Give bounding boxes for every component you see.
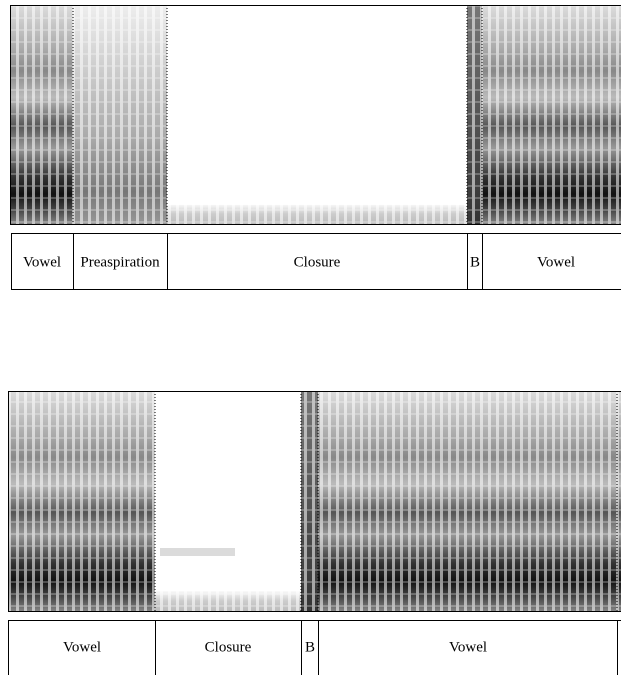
tier-2: Vowel Closure B Vowel xyxy=(8,620,621,675)
spectrogram-2 xyxy=(8,391,621,612)
segment-label: B xyxy=(470,254,480,270)
spectrogram-1 xyxy=(10,5,621,225)
segment-label: B xyxy=(305,639,315,655)
segment-label: Vowel xyxy=(449,639,487,655)
segment-label: Vowel xyxy=(537,254,575,270)
tier-1: Vowel Preaspiration Closure B Vowel xyxy=(11,233,621,290)
segment-label: Vowel xyxy=(63,639,101,655)
segment-label: Preaspiration xyxy=(80,254,160,270)
segment-label: Closure xyxy=(294,254,341,270)
segment-label: Closure xyxy=(205,639,252,655)
segment-label: Vowel xyxy=(23,254,61,270)
